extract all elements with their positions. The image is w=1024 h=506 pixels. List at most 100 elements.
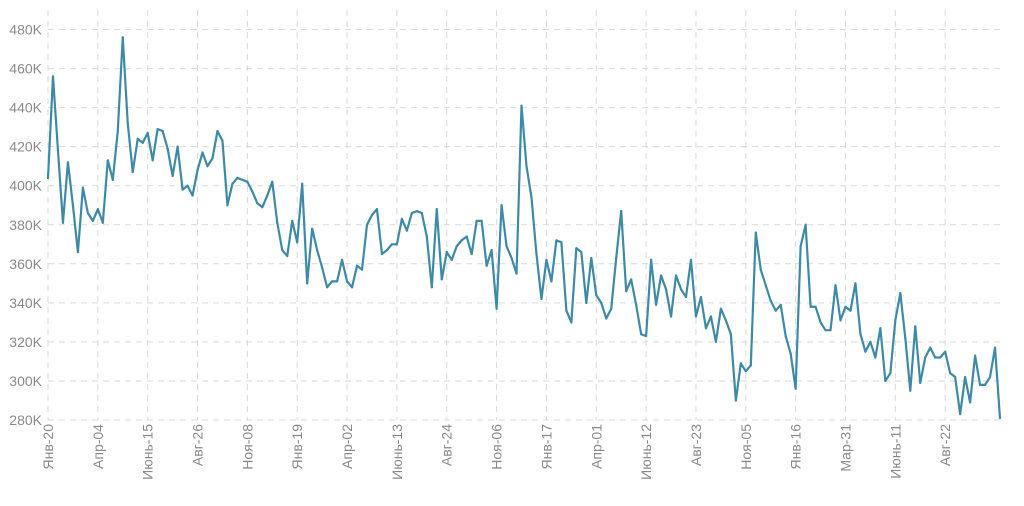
data-point — [769, 299, 772, 302]
data-point — [61, 221, 65, 224]
data-point — [281, 249, 284, 252]
data-point — [904, 336, 907, 340]
data-point — [645, 334, 648, 338]
data-point — [350, 286, 354, 289]
data-point — [450, 258, 453, 261]
y-tick-label: 480K — [9, 22, 42, 38]
data-point — [420, 211, 423, 215]
data-point — [545, 258, 548, 261]
data-point — [914, 325, 917, 328]
data-point — [151, 159, 154, 162]
data-point — [674, 274, 678, 277]
data-point — [610, 307, 613, 310]
data-point — [360, 268, 364, 271]
data-point — [759, 268, 762, 271]
data-point — [191, 194, 194, 197]
data-point — [321, 266, 324, 269]
y-tick-label: 320K — [9, 334, 42, 350]
x-tick-label: Апр-04 — [90, 424, 106, 469]
data-point — [246, 180, 249, 183]
data-point — [370, 213, 374, 217]
data-point — [206, 165, 209, 168]
data-point — [156, 128, 159, 131]
data-point — [166, 147, 169, 150]
data-point — [355, 264, 359, 267]
data-point — [739, 362, 742, 365]
data-point — [505, 245, 508, 248]
data-point — [291, 219, 294, 222]
x-tick-label: Ноя-06 — [489, 424, 505, 470]
data-point — [345, 280, 349, 283]
data-point — [326, 286, 329, 289]
data-point — [894, 319, 897, 322]
data-point — [804, 223, 807, 226]
y-tick-label: 300K — [9, 373, 42, 389]
data-point — [929, 346, 932, 349]
data-point — [590, 256, 593, 260]
x-tick-label: Апр-01 — [588, 424, 604, 469]
y-tick-label: 400K — [9, 178, 42, 194]
data-point — [211, 157, 214, 160]
x-tick-label: Авг-22 — [937, 424, 953, 466]
data-point — [784, 334, 787, 338]
data-point — [136, 137, 139, 140]
data-point — [819, 321, 822, 324]
x-tick-label: Авг-23 — [688, 424, 704, 466]
data-point — [316, 249, 319, 252]
data-point — [535, 252, 538, 256]
data-point — [141, 141, 144, 144]
data-point — [286, 254, 289, 258]
data-point — [340, 258, 344, 261]
data-point — [415, 210, 418, 213]
data-point — [635, 303, 638, 306]
data-point — [829, 329, 832, 332]
data-point — [495, 307, 498, 310]
data-point — [390, 243, 394, 246]
data-point — [375, 208, 379, 211]
data-point — [460, 239, 463, 242]
x-tick-label: Ноя-08 — [239, 424, 255, 470]
data-point — [380, 252, 384, 256]
data-point — [889, 372, 892, 375]
data-point — [774, 309, 777, 312]
data-point — [939, 356, 942, 359]
data-point — [600, 301, 603, 304]
x-tick-label: Мар-31 — [837, 424, 853, 472]
data-point — [625, 290, 628, 293]
x-tick-label: Ноя-05 — [738, 424, 754, 470]
data-point — [659, 274, 663, 277]
data-point — [226, 204, 229, 207]
data-point — [475, 219, 478, 222]
data-point — [71, 204, 75, 207]
data-point — [630, 278, 633, 281]
x-tick-label: Июнь-12 — [638, 424, 654, 480]
data-point — [664, 288, 668, 291]
data-point — [66, 161, 70, 164]
data-point — [525, 165, 528, 168]
data-point — [116, 129, 119, 133]
y-tick-label: 360K — [9, 256, 42, 272]
data-point — [934, 356, 937, 359]
data-point — [176, 145, 179, 148]
data-point — [998, 416, 1002, 420]
y-tick-label: 440K — [9, 100, 42, 116]
data-point — [435, 208, 438, 211]
x-tick-label: Янв-16 — [788, 424, 804, 470]
data-point — [924, 356, 927, 359]
data-point — [729, 333, 732, 336]
data-point — [575, 247, 578, 250]
data-point — [530, 196, 533, 199]
data-point — [844, 305, 847, 308]
data-point — [276, 221, 279, 224]
data-point — [91, 219, 94, 222]
data-point — [679, 288, 683, 291]
data-point — [515, 272, 518, 275]
data-point — [56, 149, 60, 152]
data-point — [405, 229, 408, 232]
data-point — [704, 327, 708, 330]
y-tick-label: 340K — [9, 295, 42, 311]
data-point — [81, 186, 84, 189]
x-tick-label: Апр-02 — [339, 424, 355, 469]
x-tick-label: Янв-20 — [40, 424, 56, 470]
